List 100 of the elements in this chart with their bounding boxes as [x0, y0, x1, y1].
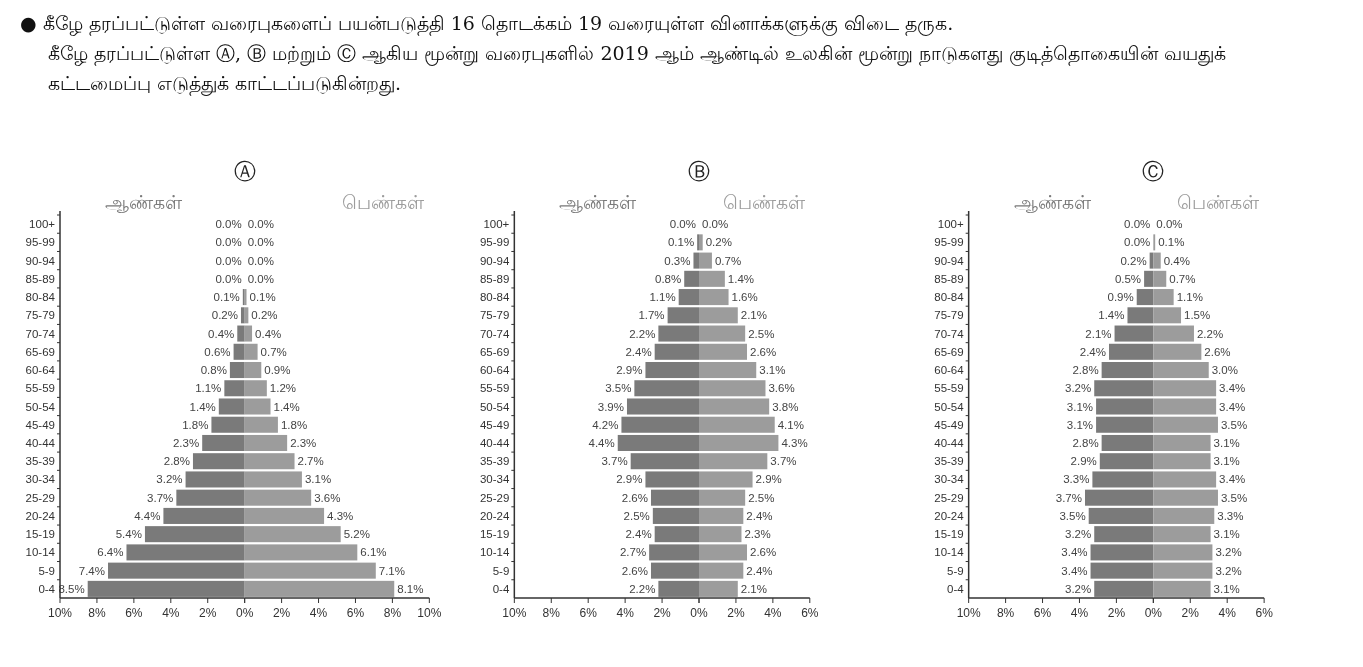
data-label: 3.9% [597, 400, 624, 413]
y-tick-label: 25-29 [25, 491, 55, 504]
x-tick-label: 4% [1070, 606, 1089, 620]
y-tick-label: 15-19 [479, 528, 510, 541]
data-label: 2.1% [1085, 327, 1112, 340]
x-tick-label: 2% [1107, 606, 1126, 620]
x-tick-label: 4% [1218, 606, 1237, 620]
y-tick-label: 30-34 [25, 473, 56, 486]
data-label: 0.0% [215, 272, 242, 285]
y-tick-label: 5-9 [492, 564, 510, 577]
y-tick-label: 90-94 [479, 254, 510, 267]
data-label: 1.2% [269, 382, 297, 395]
x-tick-label: 6% [1255, 606, 1274, 620]
data-label: 0.2% [211, 309, 238, 322]
y-tick-label: 70-74 [25, 327, 56, 340]
data-label: 0.1% [667, 236, 695, 249]
data-label: 0.0% [1124, 218, 1151, 231]
data-label: 1.5% [1184, 309, 1211, 322]
x-tick-label: 8% [542, 606, 561, 620]
y-tick-label: 0-4 [38, 582, 56, 595]
data-label: 0.1% [1158, 236, 1185, 249]
y-tick-label: 0-4 [947, 582, 965, 595]
x-tick-label: 4% [616, 606, 635, 620]
y-tick-label: 95-99 [479, 236, 510, 249]
data-label: 1.8% [280, 418, 308, 431]
data-label: 0.1% [213, 291, 240, 304]
y-tick-label: 25-29 [934, 491, 964, 504]
data-label: 1.1% [195, 382, 222, 395]
data-label: 2.8% [1072, 364, 1099, 377]
data-label: 3.4% [1219, 382, 1246, 395]
data-label: 1.1% [649, 291, 676, 304]
data-label: 3.4% [1061, 564, 1088, 577]
data-label: 0.9% [264, 364, 291, 377]
data-label: 0.0% [247, 236, 274, 249]
data-label: 8.1% [397, 582, 424, 595]
data-label: 2.4% [746, 509, 773, 522]
y-tick-label: 80-84 [25, 291, 56, 304]
data-label: 6.4% [97, 546, 124, 559]
data-label: 0.0% [669, 218, 696, 231]
y-tick-label: 85-89 [25, 272, 55, 285]
y-tick-label: 5-9 [38, 564, 55, 577]
y-tick-label: 50-54 [25, 400, 56, 413]
data-label: 2.5% [748, 491, 775, 504]
data-label: 4.2% [592, 418, 619, 431]
data-label: 2.4% [625, 345, 652, 358]
data-label: 3.1% [1213, 582, 1240, 595]
y-tick-label: 40-44 [25, 436, 56, 449]
data-label: 1.4% [273, 400, 300, 413]
data-label: 2.6% [621, 491, 648, 504]
data-label: 3.6% [768, 382, 795, 395]
data-label: 3.1% [1213, 436, 1240, 449]
data-label: 1.4% [189, 400, 216, 413]
y-tick-label: 75-79 [934, 309, 964, 322]
data-label: 0.0% [247, 218, 274, 231]
data-label: 0.6% [204, 345, 231, 358]
data-label: 3.5% [605, 382, 632, 395]
data-label: 3.5% [1220, 418, 1248, 431]
chart-title: Ⓒ [1142, 159, 1165, 184]
data-label: 0.7% [714, 254, 742, 267]
data-label: 0.0% [215, 218, 242, 231]
x-tick-label: 8% [996, 606, 1015, 620]
data-label: 3.7% [1055, 491, 1083, 504]
x-tick-label: 2% [1181, 606, 1200, 620]
data-label: 0.4% [1163, 254, 1190, 267]
x-tick-label: 0% [1144, 606, 1163, 620]
data-label: 3.2% [1065, 382, 1092, 395]
data-label: 1.4% [727, 272, 755, 285]
y-tick-label: 65-69 [479, 345, 510, 358]
data-label: 2.2% [629, 582, 656, 595]
y-tick-label: 5-9 [947, 564, 964, 577]
data-label: 2.9% [616, 364, 643, 377]
y-tick-label: 25-29 [479, 491, 510, 504]
data-label: 1.1% [1176, 291, 1203, 304]
data-label: 2.4% [1079, 345, 1107, 358]
data-label: 3.6% [314, 491, 341, 504]
y-tick-label: 70-74 [934, 327, 965, 340]
y-tick-label: 75-79 [479, 309, 510, 322]
bar [699, 234, 703, 251]
data-label: 0.0% [247, 254, 274, 267]
data-label: 0.8% [200, 364, 227, 377]
text: ● கீழே தரப்பட்டுள்ள வரைபுகளைப் பயன்படுத்தி 16 தொடக்கம் 19 வரையுள்ள வினாக்களுக்கு விடை தருக. [20, 11, 955, 38]
data-label: 3.1% [1066, 400, 1094, 413]
x-tick-label: 0% [690, 606, 708, 620]
y-tick-label: 45-49 [934, 418, 964, 431]
y-tick-label: 0-4 [492, 582, 510, 595]
data-label: 3.4% [1219, 400, 1246, 413]
data-label: 1.8% [182, 418, 209, 431]
y-tick-label: 10-14 [479, 546, 510, 559]
data-label: 0.2% [1120, 254, 1147, 267]
series-label: பெண்கள் [722, 191, 806, 213]
data-label: 7.1% [378, 564, 405, 577]
data-label: 2.5% [748, 327, 775, 340]
y-tick-label: 75-79 [25, 309, 55, 322]
y-tick-label: 55-59 [479, 382, 510, 395]
y-tick-label: 95-99 [934, 236, 964, 249]
data-label: 3.5% [1059, 509, 1086, 522]
data-label: 6.1% [360, 546, 387, 559]
data-label: 2.9% [755, 473, 782, 486]
x-tick-label: 2% [272, 606, 291, 620]
data-label: 2.9% [1070, 455, 1097, 468]
